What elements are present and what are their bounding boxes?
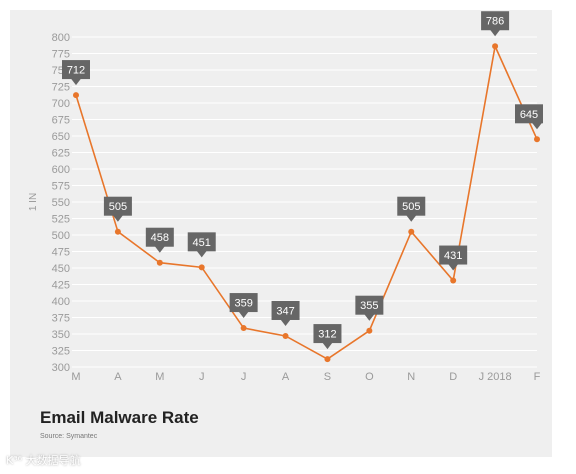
data-label: 505: [109, 201, 127, 213]
data-label: 712: [67, 65, 85, 77]
data-label: 312: [318, 329, 336, 341]
data-label-box: [145, 227, 174, 247]
y-tick-label: 650: [52, 131, 70, 143]
data-label-box: [271, 300, 300, 320]
y-tick-label: 625: [52, 148, 70, 160]
data-point: [198, 264, 205, 271]
y-tick-label: 775: [52, 49, 70, 61]
y-tick-label: 800: [52, 32, 70, 44]
data-label-box: [515, 104, 543, 124]
x-tick-label: J: [241, 371, 247, 383]
y-tick-label: 500: [52, 230, 70, 242]
data-label-box: [187, 232, 216, 252]
x-tick-label: N: [407, 371, 415, 383]
y-tick-label: 700: [52, 98, 70, 110]
data-point: [324, 356, 331, 363]
y-tick-label: 425: [52, 280, 70, 292]
data-label-pointer: [364, 314, 375, 321]
x-tick-label: J: [199, 371, 205, 383]
y-tick-label: 325: [52, 346, 70, 358]
data-label-pointer: [71, 78, 81, 86]
y-tick-label: 300: [52, 362, 70, 374]
data-label-pointer: [196, 250, 207, 258]
data-label-box: [103, 196, 132, 216]
data-label-pointer: [322, 342, 333, 350]
data-label: 359: [234, 298, 252, 310]
series-line: [75, 43, 538, 361]
x-tick-label: M: [71, 371, 80, 383]
data-label: 451: [193, 237, 211, 249]
y-tick-label: 350: [52, 329, 70, 341]
y-tick-label: 525: [52, 214, 70, 226]
data-label: 347: [276, 305, 294, 317]
data-point: [450, 277, 457, 284]
data-label: 458: [151, 232, 169, 244]
data-point: [156, 259, 163, 266]
data-label-box: [481, 11, 510, 31]
data-label-box: [439, 245, 468, 265]
x-tick-label: O: [365, 371, 374, 383]
data-label-pointer: [532, 122, 542, 130]
watermark: K³⁶ 大数据导航: [6, 454, 81, 467]
data-label-pointer: [154, 246, 165, 253]
data-label-box: [313, 324, 342, 344]
data-point: [408, 228, 415, 235]
y-tick-label: 600: [52, 164, 70, 176]
data-label: 355: [360, 300, 378, 312]
data-label-pointer: [406, 215, 417, 222]
data-point: [366, 327, 373, 334]
x-tick-label: A: [282, 371, 290, 383]
data-point: [492, 43, 499, 50]
data-point: [73, 92, 79, 99]
data-label-box: [355, 295, 384, 315]
y-tick-label: 475: [52, 247, 70, 259]
data-label-box: [62, 60, 90, 80]
x-tick-label: J 2018: [479, 371, 512, 383]
y-tick-label: 725: [52, 82, 70, 94]
data-label-pointer: [490, 29, 501, 37]
data-point: [282, 332, 289, 339]
y-tick-label: 375: [52, 313, 70, 325]
chart-title: Email Malware Rate: [40, 408, 199, 427]
data-label-pointer: [280, 319, 291, 326]
data-label-pointer: [448, 264, 459, 271]
data-point: [240, 325, 247, 332]
y-tick-label: 675: [52, 115, 70, 127]
y-axis-label: 1 IN: [28, 193, 39, 211]
y-tick-label: 550: [52, 197, 70, 209]
x-tick-label: D: [449, 371, 457, 383]
y-tick-label: 400: [52, 296, 70, 308]
data-label: 505: [402, 201, 420, 213]
data-point: [114, 228, 121, 235]
chart-source: Source: Symantec: [40, 433, 98, 440]
data-label-pointer: [238, 311, 249, 319]
x-tick-label: F: [534, 371, 541, 383]
data-label: 645: [520, 109, 538, 121]
x-tick-label: A: [114, 371, 122, 383]
data-label-box: [229, 293, 258, 313]
data-label: 786: [486, 16, 504, 28]
data-point: [534, 136, 540, 143]
x-tick-label: M: [155, 371, 164, 383]
data-label-pointer: [112, 215, 123, 222]
data-label-box: [397, 196, 426, 216]
y-tick-label: 450: [52, 263, 70, 275]
data-label: 431: [444, 250, 462, 262]
x-tick-label: S: [324, 371, 331, 383]
y-tick-label: 575: [52, 181, 70, 193]
